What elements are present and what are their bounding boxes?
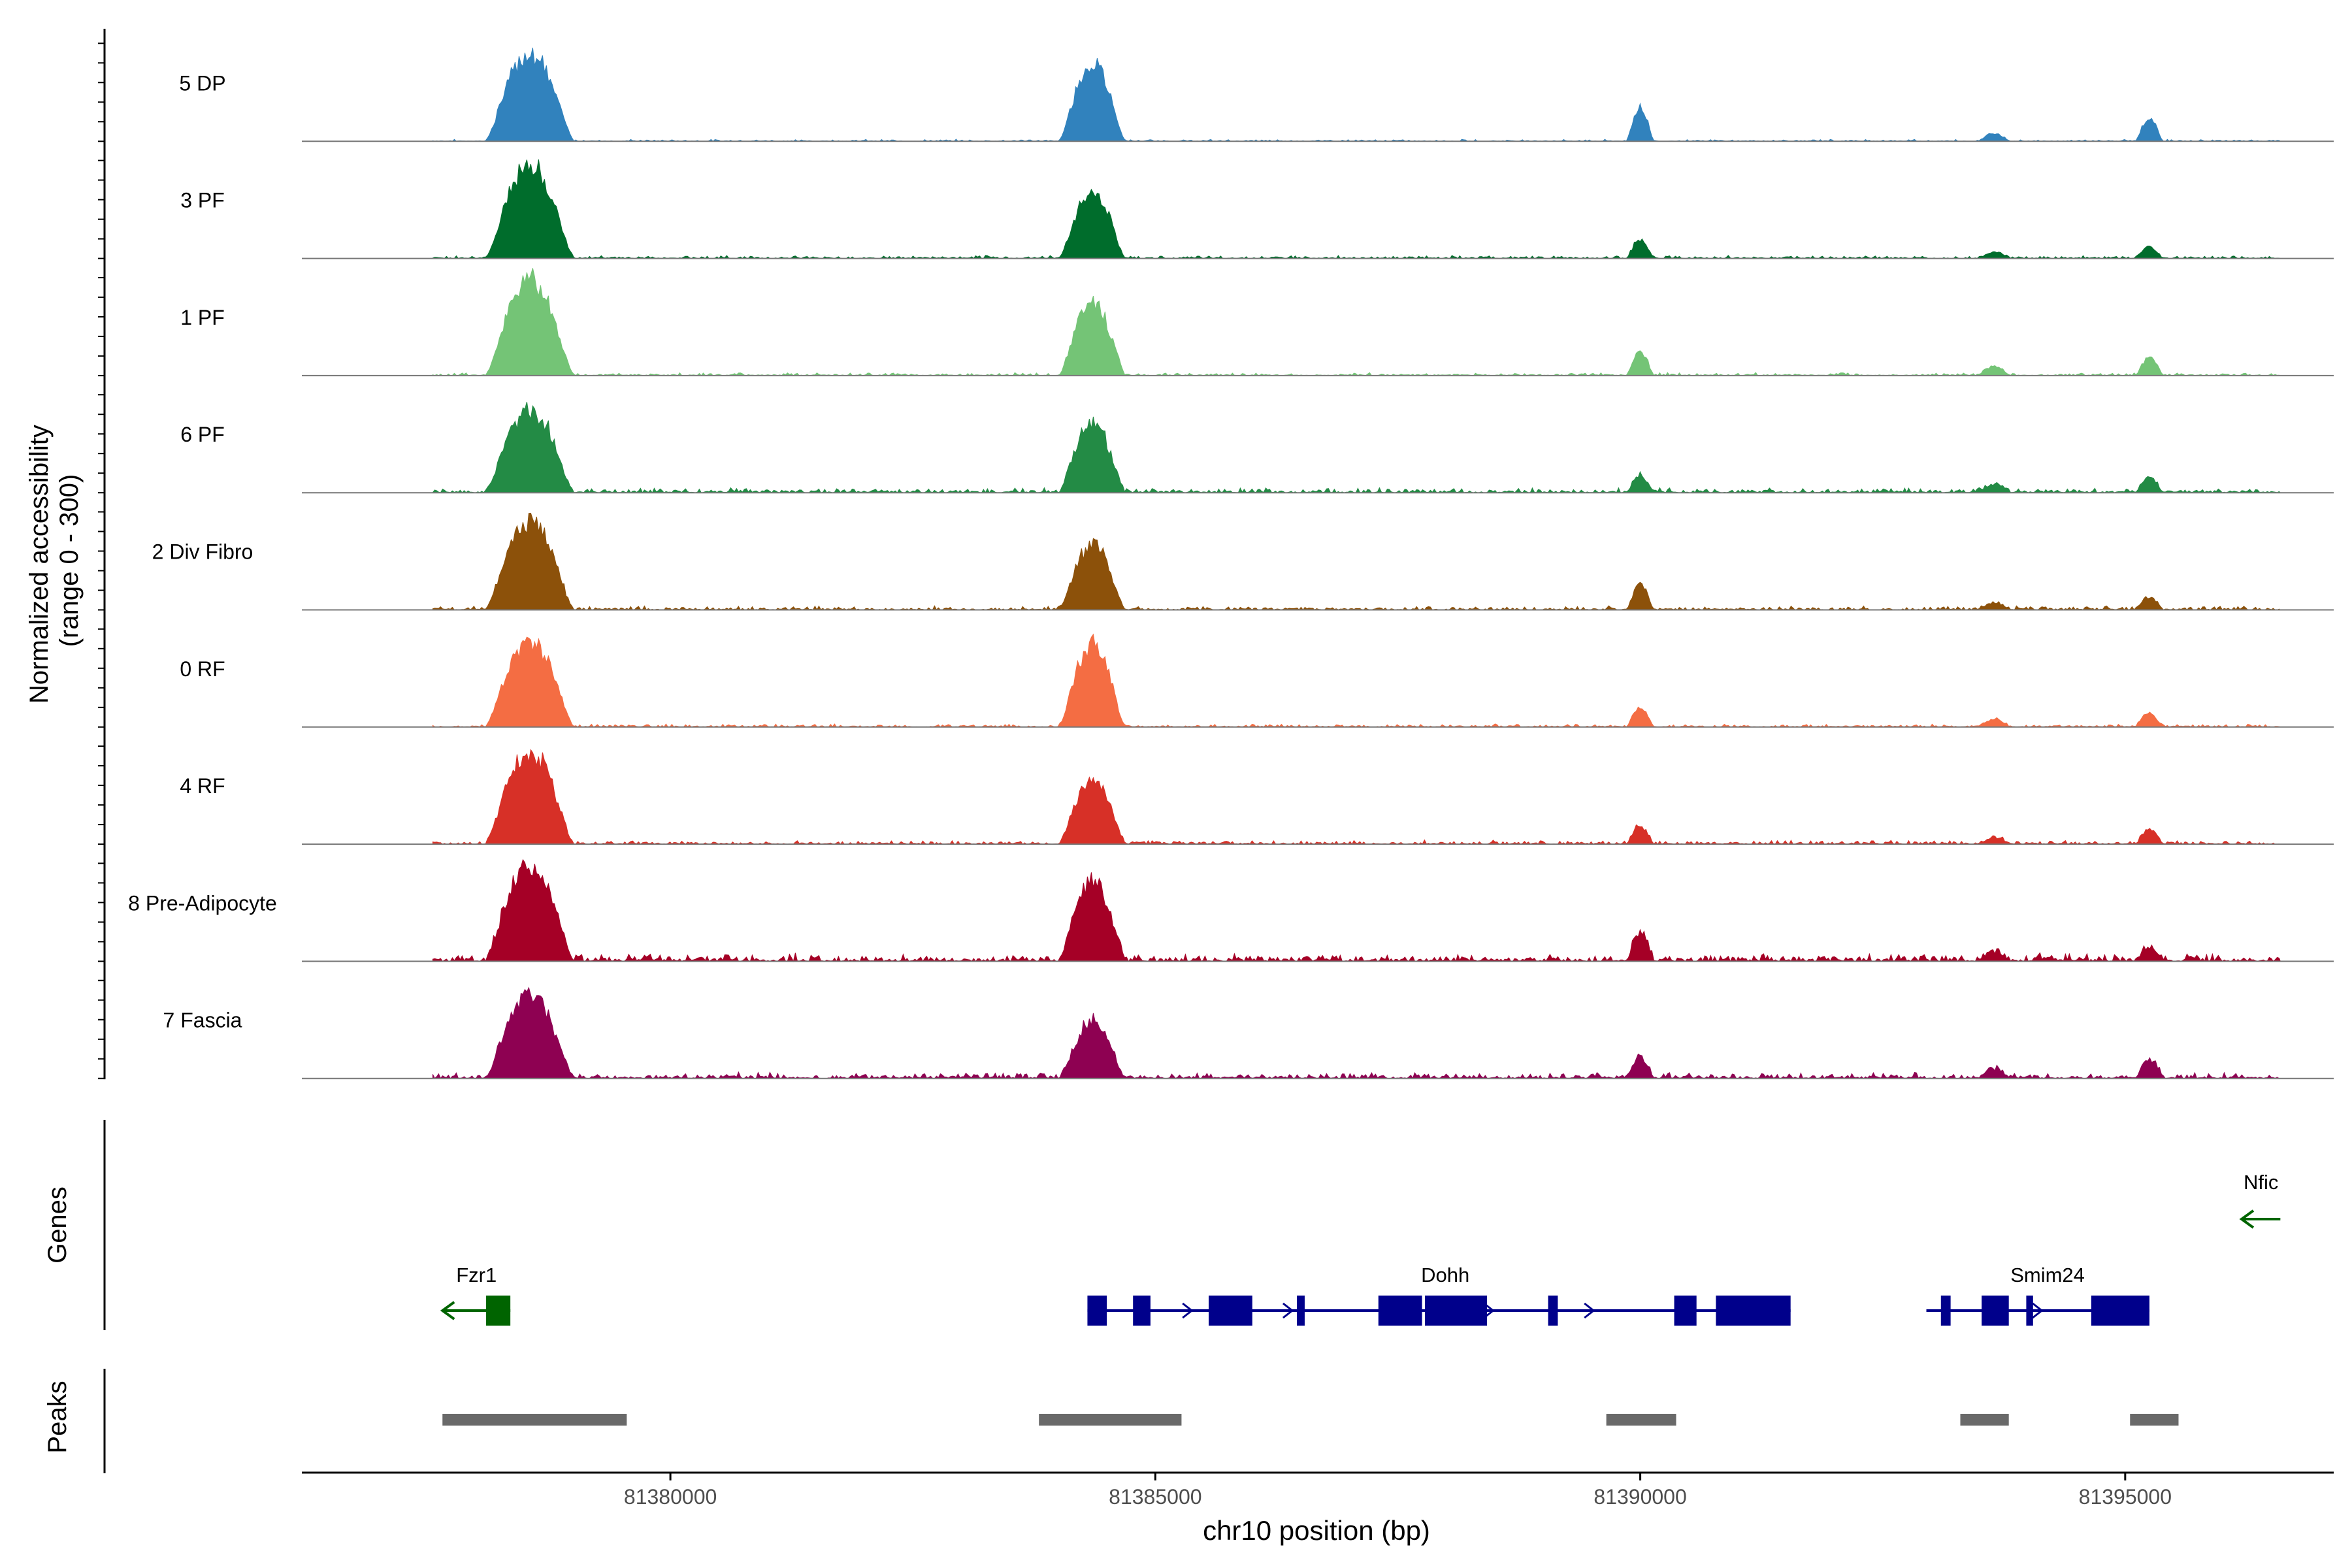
coverage-area [432,633,2281,728]
coverage-area [432,858,2281,962]
track-6-pf: 6 PF [98,394,2334,494]
exon [1087,1296,1107,1326]
peak-region [2130,1414,2179,1426]
coverage-area [432,401,2281,494]
exon [1133,1296,1151,1326]
track-label: 0 RF [180,657,225,681]
track-5-dp: 5 DP [98,42,2334,142]
track-8-pre-adipocyte: 8 Pre-Adipocyte [98,858,2334,962]
genes-track: Fzr1 Dohh Smim24 Nfic [103,1120,2281,1330]
gene-fzr1: Fzr1 [440,1264,511,1326]
strand-chevron [2032,1302,2044,1319]
exon [1425,1296,1488,1326]
exon [1378,1296,1422,1326]
peak-region [442,1414,627,1426]
strand-arrow [2239,1209,2255,1229]
strand-chevron [1282,1302,1294,1319]
gene-label: Dohh [1421,1264,1469,1286]
peak-region [1960,1414,2009,1426]
peaks-track-title: Peaks [43,1380,72,1453]
exon [1940,1296,1951,1326]
y-axis-title: Normalized accessibility (range 0 - 300) [25,417,84,704]
track-4-rf: 4 RF [98,745,2334,845]
coverage-tracks: 5 DP 3 PF 1 PF 6 PF 2 Div Fibro 0 RF 4 RF 8 Pre… [98,29,2334,1079]
track-label: 5 DP [179,71,225,95]
strand-chevron [1182,1302,1194,1319]
gene-label: Fzr1 [456,1264,497,1286]
track-label: 2 Div Fibro [152,540,253,564]
peaks-track [103,1369,2179,1473]
strand-chevron [1483,1302,1495,1319]
coverage-area [432,159,2281,259]
genes-track-title: Genes [43,1186,72,1264]
strand-arrow [440,1301,455,1320]
strand-chevron [1584,1302,1595,1319]
exon [1297,1296,1305,1326]
coverage-area [432,512,2282,611]
track-2-div-fibro: 2 Div Fibro [98,511,2334,611]
x-tick-label: 81390000 [1593,1485,1686,1509]
gene-label: Smim24 [2010,1264,2085,1286]
exon [486,1296,511,1326]
track-label: 1 PF [180,306,225,329]
exon [1208,1296,1252,1326]
track-label: 8 Pre-Adipocyte [128,891,277,915]
x-axis: 81380000 81385000 81390000 81395000 [302,1471,2334,1509]
coverage-area [432,987,2281,1079]
track-label: 3 PF [180,189,225,212]
coverage-area [432,268,2281,376]
exon [1548,1296,1558,1326]
x-axis-title: chr10 position (bp) [1203,1515,1430,1546]
x-tick-label: 81385000 [1109,1485,1201,1509]
track-1-pf: 1 PF [98,268,2334,376]
track-0-rf: 0 RF [98,628,2334,728]
gene-dohh: Dohh [1087,1264,1791,1326]
x-tick-label: 81395000 [2079,1485,2172,1509]
peak-region [1039,1414,1182,1426]
gene-smim24: Smim24 [1926,1264,2149,1326]
exon [1716,1296,1791,1326]
exon [2091,1296,2149,1326]
track-label: 4 RF [180,774,225,798]
coverage-area [432,47,2281,142]
peak-region [1606,1414,1676,1426]
track-7-fascia: 7 Fascia [98,979,2334,1079]
gene-label: Nfic [2244,1171,2278,1194]
coverage-area [432,749,2281,845]
x-tick-label: 81380000 [624,1485,717,1509]
exon [1674,1296,1697,1326]
gene-nfic: Nfic [2239,1171,2281,1229]
exon [2026,1296,2033,1326]
track-label: 6 PF [180,423,225,446]
exon [1982,1296,2009,1326]
track-3-pf: 3 PF [98,159,2334,259]
track-label: 7 Fascia [163,1009,242,1032]
